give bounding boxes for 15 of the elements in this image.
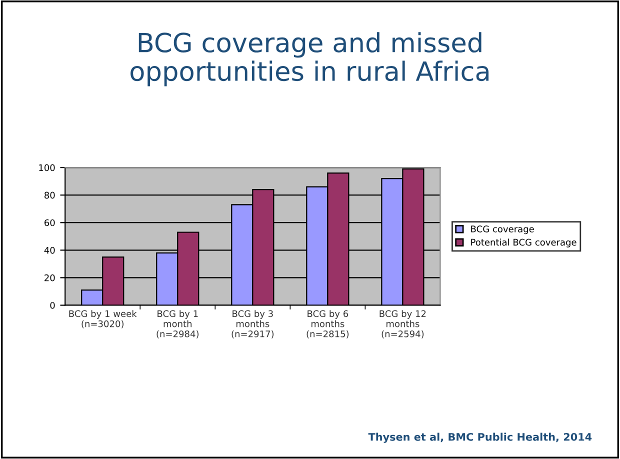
y-tick-label: 40 xyxy=(44,246,55,254)
legend-label: Potential BCG coverage xyxy=(471,238,576,248)
x-tick-label: BCG by 12 months (n=2594) xyxy=(380,310,426,338)
x-tick-label: BCG by 1 month (n=2984) xyxy=(156,310,199,338)
y-tick-label: 0 xyxy=(50,302,55,309)
y-tick-label: 20 xyxy=(44,274,55,282)
y-tick-label: 80 xyxy=(44,192,55,199)
y-tick-label: 100 xyxy=(39,164,55,172)
y-tick-label: 60 xyxy=(44,219,55,226)
legend-label: BCG coverage xyxy=(471,226,534,234)
x-tick-label: BCG by 6 months (n=2815) xyxy=(306,310,349,338)
text: Thysen et al, BMC Public Health, 2014 xyxy=(368,432,592,443)
x-tick-label: BCG by 3 months (n=2917) xyxy=(232,310,274,338)
chart-title: BCG coverage and missed opportunities in rural Africa xyxy=(130,32,489,86)
x-tick-label: BCG by 1 week (n=3020) xyxy=(69,310,137,328)
